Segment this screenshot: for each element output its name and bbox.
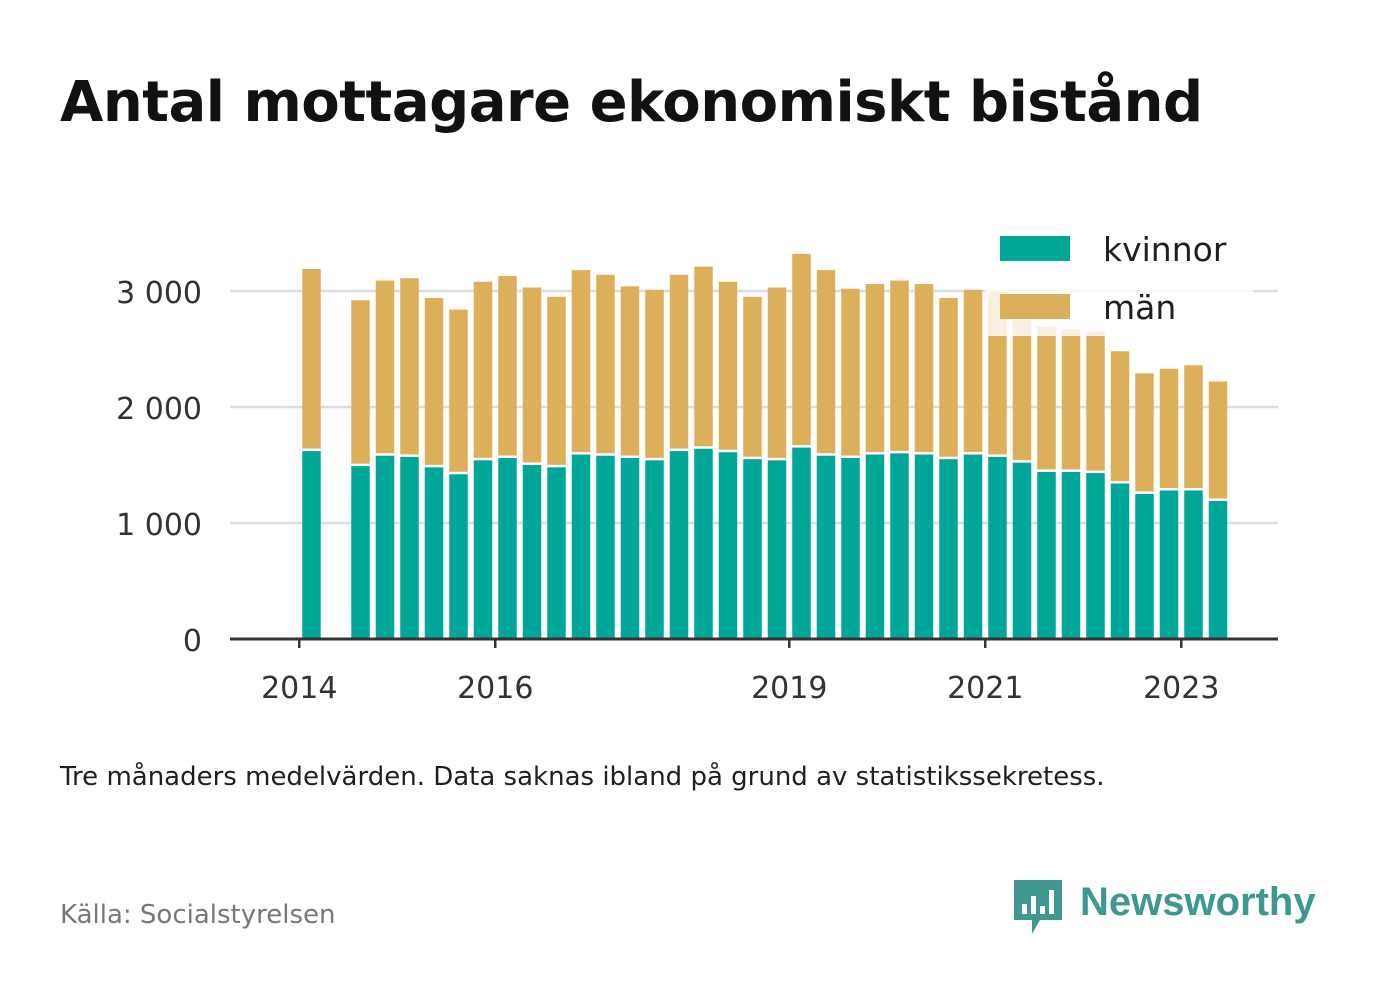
- x-tick-label: 2016: [457, 671, 533, 706]
- bar-man: [1110, 351, 1130, 482]
- bar-kvinnor: [1208, 500, 1228, 639]
- bar-man: [1086, 331, 1105, 471]
- newsworthy-logo: Newsworthy: [1010, 876, 1316, 942]
- bar-kvinnor: [988, 456, 1007, 639]
- bar-man: [424, 297, 444, 465]
- bar-man: [302, 268, 321, 449]
- bar-man: [694, 266, 713, 447]
- bar-kvinnor: [424, 467, 444, 639]
- bar-kvinnor: [547, 467, 566, 639]
- legend-swatch: [1000, 294, 1070, 319]
- x-tick-label: 2023: [1143, 671, 1219, 706]
- bar-man: [596, 274, 615, 454]
- bar-kvinnor: [890, 453, 909, 639]
- bar-man: [1184, 365, 1203, 489]
- bar-kvinnor: [1037, 471, 1056, 639]
- y-tick-label: 2 000: [116, 392, 202, 427]
- bar-man: [792, 253, 811, 446]
- bar-kvinnor: [816, 455, 836, 639]
- bar-kvinnor: [351, 466, 370, 639]
- axes: 0 1 000 2 000 3 000 2014 2016 2019 2021 2023: [116, 276, 1278, 706]
- bar-kvinnor: [1061, 471, 1081, 639]
- bar-kvinnor: [522, 465, 542, 639]
- bar-chart: 0 1 000 2 000 3 000 2014 2016 2019 2021 2023 kvi…: [116, 224, 1278, 706]
- bar-kvinnor: [375, 455, 395, 639]
- bar-man: [375, 280, 395, 454]
- bar-man: [669, 274, 689, 449]
- x-tick-label: 2021: [947, 671, 1023, 706]
- bar-kvinnor: [596, 455, 615, 639]
- bar-man: [1159, 368, 1179, 489]
- legend-label: män: [1103, 288, 1176, 327]
- bar-kvinnor: [1135, 494, 1154, 639]
- bar-kvinnor: [694, 448, 713, 639]
- bar-man: [1012, 320, 1032, 461]
- source-credit: Källa: Socialstyrelsen: [60, 900, 336, 930]
- bar-kvinnor: [865, 454, 885, 639]
- bar-man: [400, 278, 419, 455]
- bar-man: [522, 287, 542, 463]
- bar-kvinnor: [1110, 483, 1130, 639]
- bar-kvinnor: [914, 454, 934, 639]
- bars: [302, 253, 1228, 639]
- bar-kvinnor: [571, 454, 591, 639]
- bar-kvinnor: [963, 454, 983, 639]
- bar-man: [939, 297, 958, 457]
- x-tick-label: 2019: [751, 671, 827, 706]
- newsworthy-logo-icon: [1014, 880, 1062, 934]
- bar-kvinnor: [1159, 490, 1179, 639]
- bar-man: [1061, 329, 1081, 470]
- bar-man: [865, 284, 885, 453]
- bar-kvinnor: [669, 451, 689, 639]
- bar-kvinnor: [743, 459, 762, 639]
- bar-kvinnor: [645, 460, 664, 639]
- y-tick-label: 1 000: [116, 508, 202, 543]
- bar-kvinnor: [620, 458, 640, 639]
- bar-kvinnor: [498, 458, 517, 639]
- bar-man: [743, 296, 762, 457]
- bar-kvinnor: [792, 447, 811, 639]
- bar-kvinnor: [767, 460, 787, 639]
- legend-label: kvinnor: [1103, 230, 1227, 269]
- bar-man: [473, 281, 493, 458]
- bar-man: [914, 284, 934, 453]
- bar-kvinnor: [400, 456, 419, 639]
- chart-title: Antal mottagare ekonomiskt bistånd: [60, 70, 1203, 135]
- bar-man: [498, 275, 517, 456]
- x-tick-label: 2014: [261, 671, 337, 706]
- bar-man: [841, 288, 860, 456]
- legend-swatch: [1000, 236, 1070, 261]
- brand-name: Newsworthy: [1080, 880, 1316, 924]
- bar-man: [963, 289, 983, 453]
- bar-kvinnor: [718, 452, 738, 639]
- bar-kvinnor: [449, 474, 468, 639]
- legend: kvinnor män: [985, 224, 1253, 336]
- bar-man: [620, 286, 640, 456]
- bar-kvinnor: [1184, 490, 1203, 639]
- bar-man: [351, 300, 370, 464]
- bar-kvinnor: [841, 458, 860, 639]
- y-tick-label: 3 000: [116, 276, 202, 311]
- bar-man: [1208, 381, 1228, 499]
- bar-man: [718, 281, 738, 450]
- bar-kvinnor: [1086, 473, 1105, 639]
- bar-man: [767, 287, 787, 458]
- bar-man: [547, 296, 566, 465]
- bar-man: [645, 289, 664, 458]
- bar-man: [1037, 326, 1056, 470]
- bar-man: [449, 309, 468, 472]
- bar-man: [1135, 373, 1154, 492]
- chart-note: Tre månaders medelvärden. Data saknas ib…: [60, 762, 1105, 792]
- bar-kvinnor: [939, 459, 958, 639]
- bar-kvinnor: [473, 460, 493, 639]
- bar-kvinnor: [302, 451, 321, 639]
- bar-man: [571, 270, 591, 453]
- bar-kvinnor: [1012, 462, 1032, 639]
- bar-man: [890, 280, 909, 451]
- bar-man: [816, 270, 836, 454]
- y-tick-label: 0: [183, 624, 202, 659]
